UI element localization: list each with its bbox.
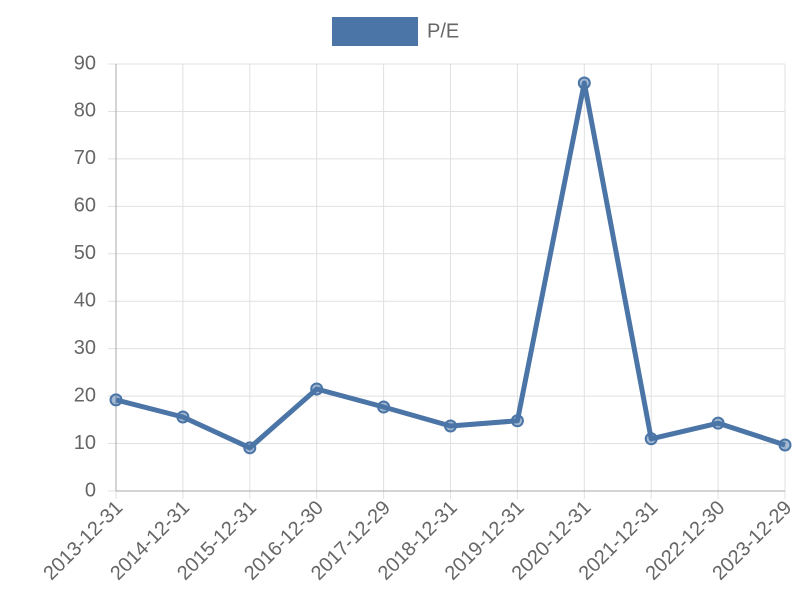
point bbox=[644, 432, 658, 446]
point bbox=[778, 438, 792, 452]
y-tick-label: 40 bbox=[74, 290, 96, 312]
y-tick-label: 60 bbox=[74, 195, 96, 217]
point bbox=[510, 414, 524, 428]
y-tick-label: 50 bbox=[74, 242, 96, 264]
point bbox=[444, 419, 457, 433]
y-tick-label: 90 bbox=[74, 52, 96, 74]
point bbox=[176, 410, 190, 424]
point bbox=[243, 441, 257, 455]
legend-label: P/E bbox=[427, 20, 459, 42]
point bbox=[109, 393, 123, 407]
y-tick-label: 30 bbox=[74, 337, 96, 359]
point bbox=[577, 76, 591, 90]
point bbox=[711, 416, 725, 430]
y-tick-label: 10 bbox=[74, 432, 96, 454]
y-tick-label: 0 bbox=[85, 479, 96, 501]
y-tick-label: 20 bbox=[74, 384, 96, 406]
point bbox=[310, 382, 324, 396]
y-tick-label: 70 bbox=[74, 147, 96, 169]
point bbox=[377, 400, 391, 414]
legend-swatch bbox=[332, 17, 418, 46]
y-tick-label: 80 bbox=[74, 100, 96, 122]
